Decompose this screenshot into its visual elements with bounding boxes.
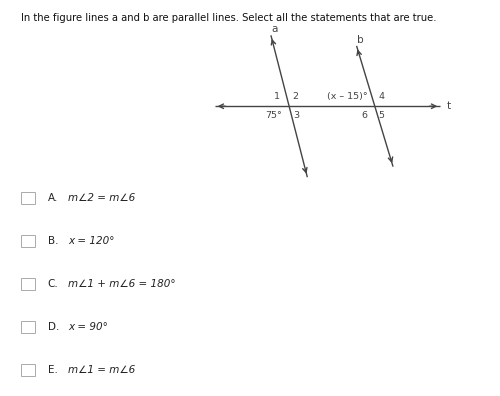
- Text: 2: 2: [292, 92, 298, 101]
- Text: a: a: [272, 24, 278, 34]
- Text: 3: 3: [292, 111, 299, 120]
- Text: 75°: 75°: [266, 111, 282, 120]
- Text: m∠1 + m∠6 = 180°: m∠1 + m∠6 = 180°: [68, 279, 176, 289]
- FancyBboxPatch shape: [21, 235, 35, 247]
- Text: 1: 1: [274, 92, 280, 101]
- Text: B.: B.: [48, 236, 58, 246]
- Text: x = 120°: x = 120°: [68, 236, 114, 246]
- Text: (x – 15)°: (x – 15)°: [327, 92, 368, 101]
- FancyBboxPatch shape: [21, 364, 35, 376]
- Text: 5: 5: [378, 111, 384, 120]
- FancyBboxPatch shape: [21, 321, 35, 333]
- Text: 6: 6: [362, 111, 368, 120]
- Text: b: b: [357, 34, 364, 45]
- Text: x = 90°: x = 90°: [68, 322, 108, 332]
- Text: 4: 4: [378, 92, 384, 101]
- Text: m∠1 = m∠6: m∠1 = m∠6: [68, 365, 136, 375]
- Text: In the figure lines a and b are parallel lines. Select all the statements that a: In the figure lines a and b are parallel…: [21, 13, 436, 23]
- FancyBboxPatch shape: [21, 278, 35, 290]
- Text: m∠2 = m∠6: m∠2 = m∠6: [68, 193, 136, 203]
- Text: E.: E.: [48, 365, 58, 375]
- FancyBboxPatch shape: [21, 192, 35, 204]
- Text: C.: C.: [48, 279, 58, 289]
- Text: t: t: [447, 101, 451, 111]
- Text: A.: A.: [48, 193, 58, 203]
- Text: D.: D.: [48, 322, 59, 332]
